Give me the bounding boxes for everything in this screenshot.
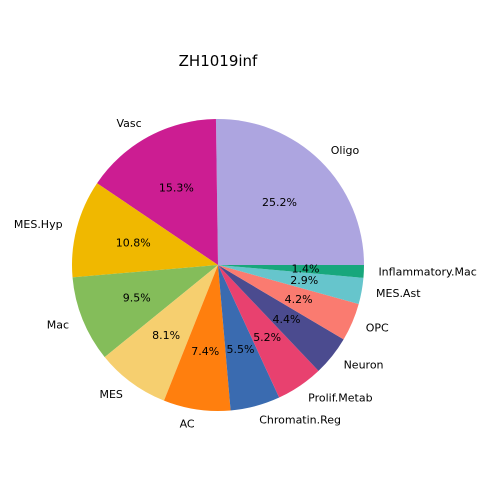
category-label-inflammatory-mac: Inflammatory.Mac <box>378 266 476 279</box>
pie-slice-ac <box>163 265 231 411</box>
pie-slice-mes <box>104 265 218 401</box>
category-label-mes-ast: MES.Ast <box>376 287 421 300</box>
category-label-chromatin-reg: Chromatin.Reg <box>259 414 341 427</box>
category-label-mes: MES <box>99 388 122 401</box>
pie-slice-vasc <box>97 119 218 265</box>
pie-slice-mes-hyp <box>72 183 219 278</box>
percent-label-chromatin-reg: 5.5% <box>226 343 254 356</box>
category-label-prolif-metab: Prolif.Metab <box>308 391 372 404</box>
pie-slice-opc <box>218 265 359 340</box>
pie-slice-mac <box>72 265 218 358</box>
percent-labels: 25.2% 15.3% 10.8% 9.5% 8.1% 7.4% 5.5%5.2% 4.4% 4… <box>116 181 320 358</box>
percent-label-opc: 4.2% <box>285 293 313 306</box>
percent-label-ac: 7.4% <box>191 345 219 358</box>
percent-label-prolif-metab: 5.2% <box>253 331 281 344</box>
pie-slice-mes-ast <box>218 265 364 305</box>
percent-label-oligo: 25.2% <box>262 196 297 209</box>
pie-slice-oligo <box>215 119 364 266</box>
percent-label-mes: 8.1% <box>152 329 180 342</box>
chart-title: ZH1019inf <box>179 52 258 70</box>
category-label-ac: AC <box>180 417 195 430</box>
percent-label-mac: 9.5% <box>123 291 151 304</box>
pie-slice-inflammatory-mac <box>218 265 364 278</box>
percent-label-vasc: 15.3% <box>159 181 194 194</box>
category-label-opc: OPC <box>366 321 389 334</box>
percent-label-mes-ast: 2.9% <box>290 274 318 287</box>
pie-slices <box>72 119 364 411</box>
category-label-mes-hyp: MES.Hyp <box>14 218 63 231</box>
category-label-oligo: Oligo <box>331 144 360 157</box>
pie-slice-chromatin-reg <box>218 265 280 411</box>
pie-slice-prolif-metab <box>218 265 319 398</box>
percent-label-neuron: 4.4% <box>273 313 301 326</box>
percent-label-mes-hyp: 10.8% <box>116 236 151 249</box>
category-labels: Oligo Vasc MES.Hyp Mac MES AC Chromatin.Reg Pro… <box>14 117 477 430</box>
pie-slice-neuron <box>218 265 344 371</box>
category-label-mac: Mac <box>47 319 69 332</box>
percent-label-inflammatory-mac: 1.4% <box>292 262 320 275</box>
category-label-neuron: Neuron <box>344 359 384 372</box>
category-label-vasc: Vasc <box>116 117 141 130</box>
